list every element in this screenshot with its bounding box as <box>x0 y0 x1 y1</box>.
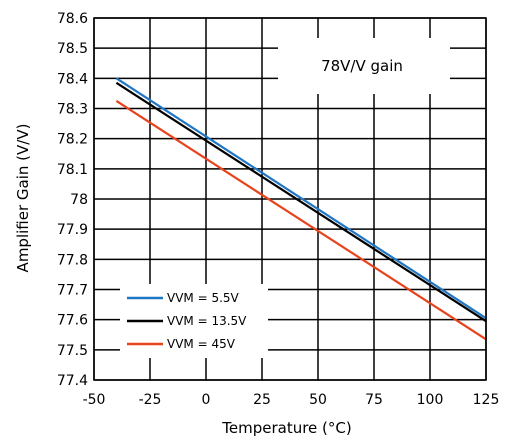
y-tick-label: 77.8 <box>57 252 88 268</box>
x-tick-label: 125 <box>473 392 500 408</box>
y-tick-label: 78.1 <box>57 162 88 178</box>
x-axis-title: Temperature (°C) <box>221 419 351 437</box>
legend-label: VVM = 5.5V <box>167 291 240 305</box>
plot-frame <box>93 17 487 381</box>
series-line-1 <box>115 77 487 320</box>
y-tick-label: 77.6 <box>57 313 88 329</box>
y-tick-label: 77.9 <box>57 222 88 238</box>
tick-labels: -50 -25 0 25 50 75 100 125 77.4 77.5 77.6 77.7 77.8 7… <box>57 11 500 408</box>
x-tick-label: 25 <box>253 392 271 408</box>
series-line-3 <box>115 100 487 341</box>
annotation-text: 78V/V gain <box>321 57 403 75</box>
y-tick-label: 78.6 <box>57 11 88 27</box>
annotation-box: 78V/V gain <box>278 38 450 94</box>
legend-label: VVM = 13.5V <box>167 314 247 328</box>
y-tick-label: 78.3 <box>57 102 88 118</box>
y-tick-label: 78.2 <box>57 132 88 148</box>
x-tick-label: 0 <box>202 392 211 408</box>
y-axis-title: Amplifier Gain (V/V) <box>14 124 32 273</box>
x-tick-label: 100 <box>417 392 444 408</box>
x-tick-label: 75 <box>365 392 383 408</box>
y-tick-label: 78.4 <box>57 71 88 87</box>
y-tick-label: 77.4 <box>57 373 88 389</box>
y-tick-label: 78 <box>70 192 88 208</box>
legend: VVM = 5.5V VVM = 13.5V VVM = 45V <box>120 284 268 358</box>
x-tick-label: -50 <box>83 392 106 408</box>
series-lines <box>115 77 487 341</box>
series-line-2 <box>115 81 487 323</box>
x-tick-label: 50 <box>309 392 327 408</box>
legend-label: VVM = 45V <box>167 337 236 351</box>
y-tick-label: 77.5 <box>57 343 88 359</box>
x-tick-label: -25 <box>139 392 162 408</box>
y-tick-label: 78.5 <box>57 41 88 57</box>
y-tick-label: 77.7 <box>57 283 88 299</box>
